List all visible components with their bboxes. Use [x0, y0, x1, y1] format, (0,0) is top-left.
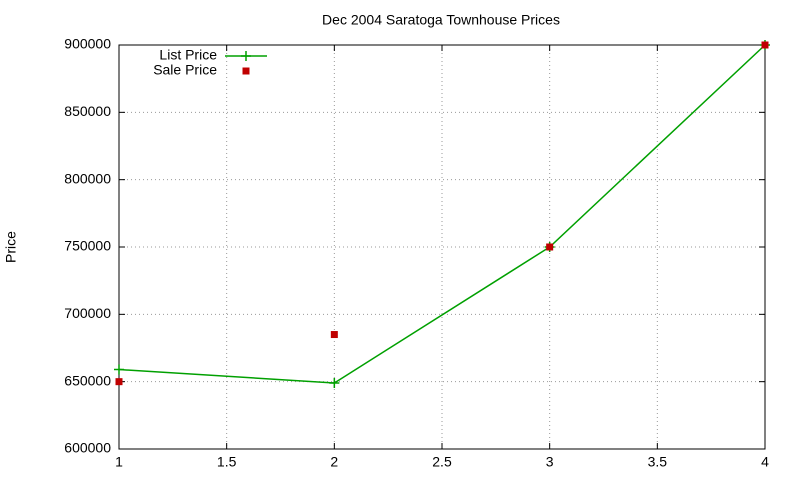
x-tick-label: 4 [761, 454, 769, 470]
y-tick-label: 850000 [64, 103, 111, 119]
data-point [115, 378, 123, 386]
y-tick-label: 600000 [64, 440, 111, 456]
x-tick-label: 3.5 [648, 454, 668, 470]
x-tick-label: 3 [546, 454, 554, 470]
x-tick-label: 2.5 [432, 454, 452, 470]
y-tick-label: 700000 [64, 305, 111, 321]
legend-marker [242, 67, 250, 75]
data-line [118, 44, 766, 384]
y-tick-label: 900000 [64, 36, 111, 52]
y-tick-label: 800000 [64, 170, 111, 186]
data-point [114, 364, 124, 375]
x-tick-label: 2 [330, 454, 338, 470]
data-point [761, 41, 769, 49]
y-tick-label: 650000 [64, 372, 111, 388]
data-point [546, 243, 554, 251]
data-point [330, 331, 338, 339]
data-point [329, 378, 340, 389]
legend-label: List Price [159, 47, 217, 63]
plot-border [118, 44, 766, 450]
legend-label: Sale Price [153, 62, 217, 78]
legend-marker [241, 51, 251, 61]
y-axis-label: Price [3, 231, 19, 263]
chart-title: Dec 2004 Saratoga Townhouse Prices [322, 12, 560, 28]
y-tick-label: 750000 [64, 238, 111, 254]
x-tick-label: 1.5 [217, 454, 237, 470]
x-tick-label: 1 [115, 454, 123, 470]
